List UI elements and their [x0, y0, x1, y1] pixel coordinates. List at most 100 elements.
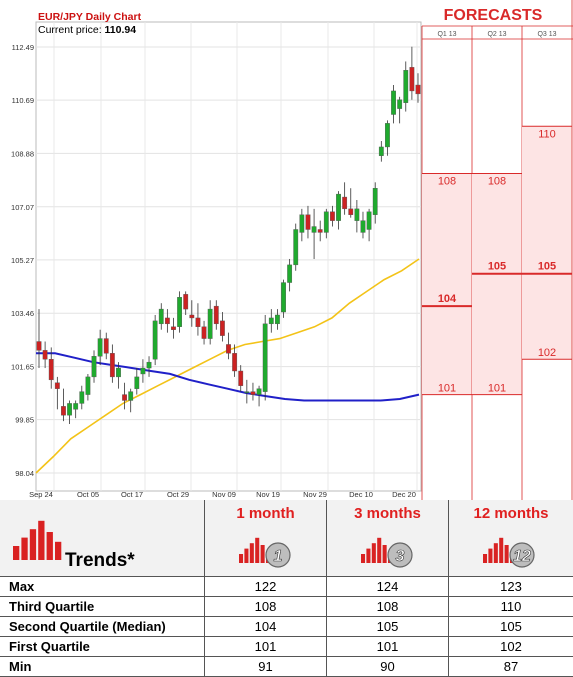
candle-body [287, 264, 293, 283]
candle-body [281, 282, 286, 313]
candle-body [109, 353, 115, 378]
forecast-median-label: 104 [438, 293, 457, 305]
candle [336, 191, 341, 230]
bar-icon-bar [21, 537, 28, 560]
candle [91, 350, 97, 383]
current-price-caption: Current price: [38, 24, 105, 36]
table-row: Min 91 90 87 [0, 657, 573, 677]
candle [177, 291, 182, 333]
candle [61, 388, 66, 422]
x-tick-label: Sep 24 [29, 490, 53, 499]
x-tick-label: Dec 20 [392, 490, 416, 499]
candle [146, 356, 152, 377]
row-value: 105 [327, 617, 449, 636]
candle [415, 73, 421, 103]
table-row: Max 122 124 123 [0, 577, 573, 597]
candle [323, 208, 329, 239]
candle-body [244, 391, 250, 393]
candle-body [342, 196, 348, 210]
horizon-icon: 12 [483, 537, 535, 568]
candle-body [317, 229, 323, 233]
candle-body [134, 376, 140, 389]
candle-body [183, 294, 189, 310]
y-tick-label: 105.27 [11, 256, 34, 265]
candle [189, 300, 195, 327]
row-value: 104 [205, 617, 327, 636]
x-tick-label: Nov 09 [212, 490, 236, 499]
candle [164, 309, 170, 333]
candle [409, 46, 415, 100]
candle [244, 379, 250, 404]
candle [378, 141, 384, 162]
candle-body [116, 367, 121, 378]
candle [256, 385, 262, 407]
candle [268, 309, 274, 333]
candle-body [385, 123, 390, 148]
bar-icon-bar [483, 554, 488, 563]
candle [330, 205, 335, 227]
candle [250, 382, 256, 401]
candle-body [262, 323, 268, 392]
y-tick-label: 99.85 [15, 416, 34, 425]
bar-icon-bar [488, 548, 493, 563]
badge-circle [265, 542, 291, 568]
candle [385, 120, 390, 156]
candle [403, 61, 409, 112]
candle [201, 320, 207, 345]
candle-body [250, 391, 256, 395]
candle-body [232, 353, 238, 372]
candle-body [73, 403, 79, 410]
candle-body [336, 193, 341, 221]
badge-number: 12 [513, 548, 531, 565]
candle [360, 211, 366, 239]
candle-body [67, 403, 72, 416]
candle-body [36, 341, 42, 351]
candle-body [219, 320, 225, 336]
horizon-badge-icon: 1 [239, 537, 291, 568]
badge-circle [509, 542, 535, 568]
candle [79, 385, 85, 410]
candle-body [299, 214, 305, 233]
candle-body [305, 214, 311, 230]
candle [42, 341, 48, 369]
forecast-range [522, 126, 572, 360]
candle [287, 258, 293, 292]
candle-body [403, 70, 409, 103]
table-row: Second Quartile (Median) 104 105 105 [0, 617, 573, 637]
badge-circle [387, 542, 413, 568]
row-label: Min [0, 657, 205, 676]
candle-body [238, 370, 244, 386]
candle-body [354, 208, 360, 221]
candle-body [348, 208, 354, 215]
bar-icon-bar [504, 545, 509, 563]
row-value: 90 [327, 657, 449, 676]
candle [232, 344, 238, 377]
candle-body [152, 320, 158, 360]
chart-area: FORECASTS Q1 13 108 104 101 Q2 13 108 105 101 Q3 … [0, 0, 573, 501]
bar-icon-bar [239, 554, 244, 563]
row-label: Max [0, 577, 205, 596]
forecast-column-label: Q3 13 [537, 31, 556, 38]
candle-body [177, 297, 182, 327]
candle [238, 365, 244, 392]
candle [54, 376, 60, 410]
bar-icon-bar [249, 543, 254, 563]
candle-body [158, 308, 164, 325]
x-tick-label: Oct 17 [121, 490, 143, 499]
candle [366, 208, 372, 242]
candle [213, 300, 219, 330]
trends-table: Trends* 1 month 1 3 months 3 12 months 1… [0, 500, 573, 677]
bar-icon-bar [46, 532, 53, 560]
horizon-badge-icon: 12 [483, 537, 535, 568]
candle-body [360, 220, 366, 233]
candle [226, 332, 231, 360]
x-tick-label: Nov 19 [256, 490, 280, 499]
candle-body [378, 146, 384, 156]
candle-body [256, 388, 262, 395]
candle [299, 208, 305, 242]
candle [183, 291, 189, 315]
row-value: 101 [327, 637, 449, 656]
bar-icon-bar [371, 543, 376, 563]
forecast-range [472, 173, 522, 395]
candle-body [268, 317, 274, 325]
